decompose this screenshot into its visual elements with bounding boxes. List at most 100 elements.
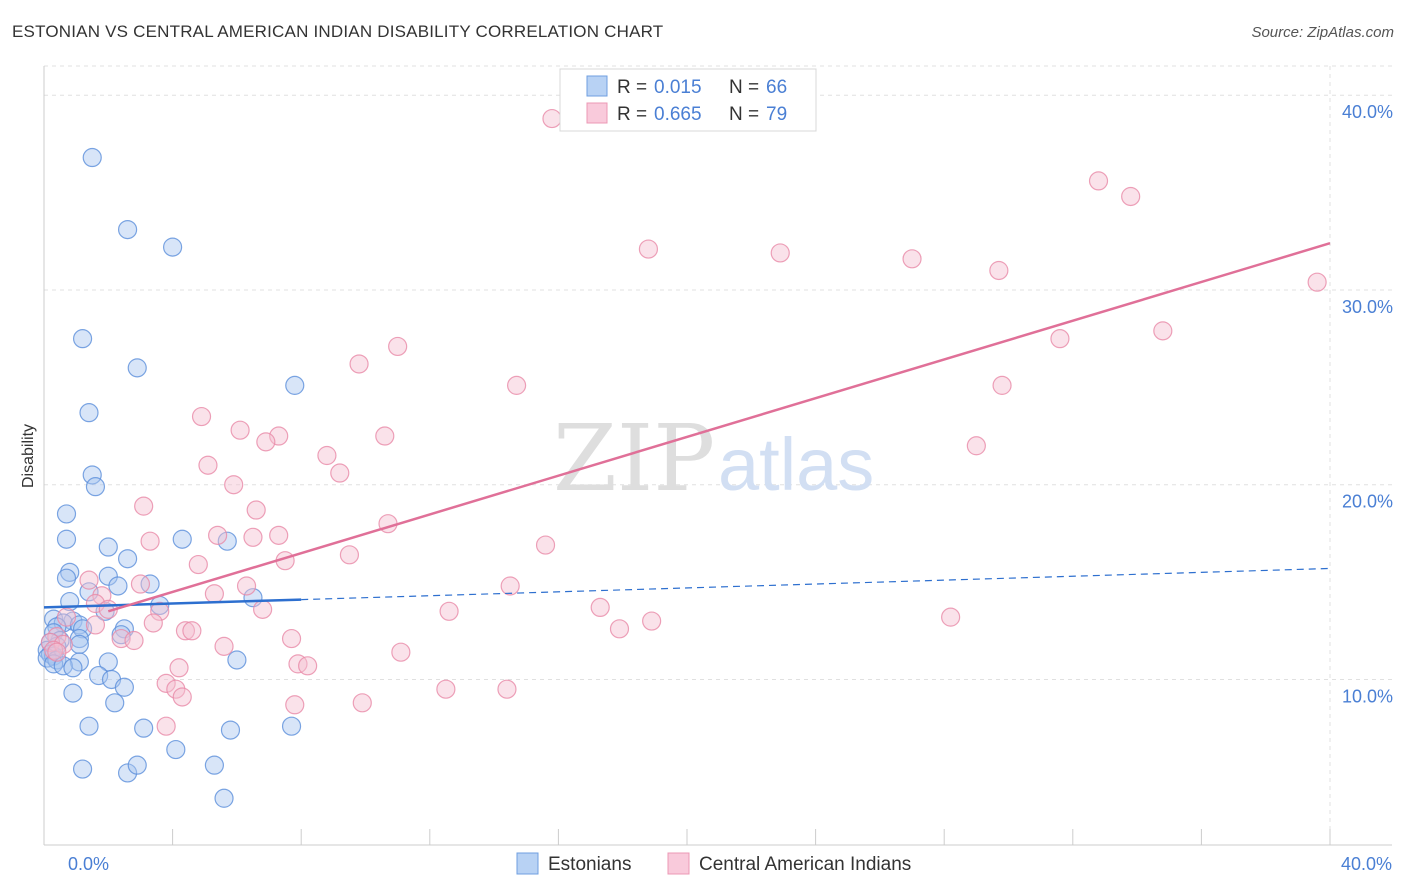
central-american-indian-point-41 [150,601,170,621]
legend-r-value-2: 0.665 [654,104,702,125]
estonian-point-53 [63,683,83,703]
estonian-point-16 [56,568,77,588]
central-american-indian-point-8 [1153,321,1173,341]
central-american-indian-point-62 [44,640,64,660]
central-american-indian-point-25 [246,500,266,520]
central-american-indian-point-49 [143,613,163,633]
central-american-indians-trend [107,242,1331,613]
legend-r-value-1: 0.015 [654,77,702,98]
watermark-zip: ZIP [553,405,715,512]
estonian-point-3 [72,329,93,349]
central-american-indian-point-11 [349,354,369,374]
legend-r-label-2: R = [617,104,647,125]
estonian-point-45 [227,650,247,670]
estonian-point-56 [134,718,154,738]
estonians-trend-dashed [301,567,1331,601]
estonian-point-64 [214,788,234,808]
central-american-indian-point-27 [208,525,228,545]
central-american-indian-point-7 [1307,272,1327,292]
central-american-indian-point-60 [53,634,73,655]
estonian-point-57 [220,720,241,740]
estonians-points [37,147,305,808]
central-american-indian-point-1 [1088,171,1109,191]
central-american-indian-point-70 [172,687,192,707]
estonian-point-4 [127,358,147,378]
central-american-indian-point-24 [134,496,154,516]
central-american-indian-point-45 [439,601,459,621]
estonian-point-18 [140,574,160,594]
estonian-point-0 [82,147,102,168]
central-american-indian-point-63 [47,642,67,662]
central-american-indian-point-10 [388,336,408,357]
grid-lines [44,65,1392,845]
estonian-point-55 [79,716,99,736]
trend-lines [43,242,1331,613]
central-american-indian-point-54 [609,619,630,639]
central-american-indian-point-30 [140,531,160,551]
estonian-point-7 [82,465,102,485]
central-american-indian-point-20 [317,445,337,466]
correlation-legend: R = 0.015 N = 66 R = 0.665 N = 79 [559,68,817,132]
estonian-point-46 [44,654,64,674]
central-american-indian-point-61 [214,636,234,656]
estonian-point-52 [114,677,134,697]
central-american-indian-point-37 [236,576,257,596]
central-american-indian-point-44 [253,599,273,619]
central-american-indian-point-6 [989,260,1009,281]
central-american-indian-point-19 [966,436,986,456]
bottom-legend-swatch-central-american-indians [667,852,690,875]
legend-swatch-estonians [586,75,608,97]
central-american-indian-point-53 [182,621,202,641]
central-american-indian-point-9 [1050,329,1070,349]
estonian-point-6 [79,403,99,423]
bottom-legend-label-estonians: Estonians [548,854,631,875]
central-american-indian-point-47 [941,607,961,627]
y-tick-label-2: 30.0% [1342,297,1393,317]
central-american-indian-point-74 [352,693,372,713]
central-american-indian-point-36 [130,574,151,594]
y-axis-title: Disability [20,424,37,488]
watermark: ZIP atlas [553,405,874,512]
estonian-point-61 [117,763,138,783]
x-tick-label-max: 40.0% [1341,854,1392,874]
y-tick-label-0: 10.0% [1342,686,1393,706]
estonian-point-8 [85,477,106,497]
watermark-atlas: atlas [718,423,874,506]
central-american-indians-points [40,108,1327,736]
estonian-point-2 [163,237,183,257]
central-american-indian-point-67 [169,658,189,678]
central-american-indian-point-13 [992,375,1012,395]
bottom-legend-label-central-american-indians: Central American Indians [699,854,911,875]
central-american-indian-point-51 [85,615,106,635]
central-american-indian-point-73 [285,695,305,715]
central-american-indian-point-22 [330,463,350,483]
estonian-point-17 [98,566,118,586]
central-american-indian-point-4 [770,243,790,263]
estonian-point-5 [285,375,305,395]
estonian-point-62 [127,755,147,775]
axes [43,66,1392,846]
series-legend: Estonians Central American Indians [516,852,911,875]
y-tick-labels: 10.0% 20.0% 30.0% 40.0% [1342,102,1393,706]
y-tick-label-1: 20.0% [1342,492,1393,512]
legend-swatch-central-american-indians [586,102,608,124]
legend-n-label-2: N = [729,104,759,125]
estonian-point-19 [108,576,128,596]
central-american-indian-point-66 [298,656,318,676]
estonian-point-9 [56,504,77,524]
central-american-indian-point-75 [156,716,176,736]
estonian-point-1 [117,219,138,240]
chart-title: ESTONIAN VS CENTRAL AMERICAN INDIAN DISA… [12,22,664,41]
central-american-indian-point-46 [590,597,610,618]
central-american-indian-point-17 [256,432,276,452]
central-american-indian-point-21 [198,455,218,475]
central-american-indian-point-5 [902,249,922,269]
central-american-indian-point-33 [188,554,208,575]
central-american-indian-point-15 [230,420,250,440]
central-american-indian-point-68 [156,673,176,693]
estonian-point-60 [72,759,93,779]
central-american-indian-point-57 [281,628,302,649]
x-tick-label-min: 0.0% [68,854,109,874]
central-american-indian-point-18 [375,426,395,446]
